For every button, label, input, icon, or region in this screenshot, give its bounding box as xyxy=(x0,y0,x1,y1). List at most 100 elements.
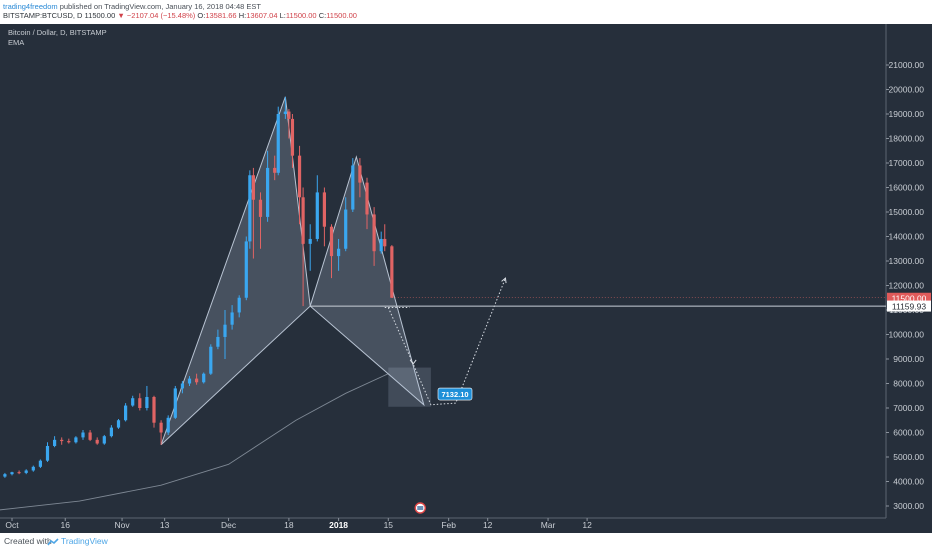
high-value: 13607.04 xyxy=(246,11,278,20)
price-tick-label: 4000.00 xyxy=(893,477,924,487)
candle-body xyxy=(124,405,128,421)
close-label: C: xyxy=(318,11,327,20)
candle-body xyxy=(276,114,280,173)
low-value: 11500.00 xyxy=(285,11,317,20)
published-text: published on TradingView.com, January 16… xyxy=(57,2,261,11)
target-price-label: 7132.10 xyxy=(441,390,468,399)
open-label: O: xyxy=(197,11,206,20)
price-chart[interactable]: 3000.00 4000.00 5000.00 6000.00 7000.00 8000.… xyxy=(0,24,932,533)
candle-body xyxy=(173,388,177,418)
price-tick-label: 14000.00 xyxy=(889,232,925,242)
candle-body xyxy=(60,439,64,442)
candle-body xyxy=(145,396,149,408)
price-axis-panel xyxy=(886,24,932,533)
candle-body xyxy=(315,192,319,239)
price-change: −2107.04 (−15.48%) xyxy=(126,11,196,20)
candle-body xyxy=(45,445,50,461)
candle-body xyxy=(322,192,326,227)
candle-body xyxy=(81,432,85,438)
level-price-badge-label: 11159.93 xyxy=(892,302,926,312)
candle-body xyxy=(109,427,113,437)
close-value: 11500.00 xyxy=(326,11,357,20)
price-tick-label: 15000.00 xyxy=(889,207,925,217)
candle-body xyxy=(209,346,213,374)
price-tick-label: 9000.00 xyxy=(893,354,924,364)
candle-body xyxy=(287,111,291,119)
candle-body xyxy=(31,466,35,471)
projected-path xyxy=(387,277,506,406)
price-tick-label: 20000.00 xyxy=(889,85,925,95)
candle-body xyxy=(237,297,241,313)
tradingview-logo-icon xyxy=(47,538,59,546)
price-tick-label: 5000.00 xyxy=(893,452,924,462)
author-link[interactable]: trading4freedom xyxy=(3,2,58,11)
time-tick-label: 2018 xyxy=(329,520,348,530)
time-tick-label: 12 xyxy=(483,520,493,530)
low-label: L: xyxy=(279,11,286,20)
candle-body xyxy=(283,111,287,114)
price-tick-label: 7000.00 xyxy=(893,403,924,413)
price-tick-label: 16000.00 xyxy=(889,183,925,193)
candle-body xyxy=(223,324,227,337)
price-tick-label: 19000.00 xyxy=(889,109,925,119)
candle-body xyxy=(10,472,14,475)
candle-body xyxy=(308,238,312,244)
candle-body xyxy=(17,472,21,474)
price-change-indicator: ▼ xyxy=(117,11,125,20)
candle-body xyxy=(202,373,206,383)
time-tick-label: Oct xyxy=(5,520,19,530)
ema-line xyxy=(0,373,389,511)
candle-body xyxy=(365,182,369,215)
series-legend: Bitcoin / Dollar, D, BITSTAMP xyxy=(8,28,107,37)
level-price-badge xyxy=(887,300,931,312)
time-tick-label: Nov xyxy=(114,520,130,530)
candle-body xyxy=(38,460,42,467)
price-tick-label: 18000.00 xyxy=(889,134,925,144)
candle-body xyxy=(301,197,305,244)
time-tick-label: 13 xyxy=(160,520,170,530)
candle-body xyxy=(74,437,78,443)
candle-body xyxy=(297,155,302,198)
time-tick-label: 18 xyxy=(284,520,294,530)
candle-body xyxy=(266,167,270,217)
ohlc-bar: BITSTAMP:BTCUSD, D 11500.00 ▼ −2107.04 (… xyxy=(3,11,357,20)
candle-body xyxy=(290,118,295,156)
candle-body xyxy=(195,378,199,383)
candle-body xyxy=(159,422,163,433)
candle-body xyxy=(329,226,334,257)
time-tick-label: 12 xyxy=(582,520,592,530)
candle-body xyxy=(390,246,394,298)
candle-body xyxy=(230,312,234,325)
candle-body xyxy=(152,396,156,423)
last-price: 11500.00 xyxy=(84,11,116,20)
candle-body xyxy=(273,167,277,173)
candle-body xyxy=(248,175,252,242)
time-tick-label: 15 xyxy=(384,520,394,530)
last-price-badge-label: 11500.00 xyxy=(892,293,927,303)
candle-body xyxy=(337,248,341,257)
candle-body xyxy=(3,474,7,477)
ema-legend: EMA xyxy=(8,38,25,47)
candle-body xyxy=(251,175,255,200)
candle-body xyxy=(166,417,170,433)
symbol-label: BITSTAMP:BTCUSD, D xyxy=(3,11,83,20)
tradingview-brand[interactable]: TradingView xyxy=(61,536,108,546)
candle-body xyxy=(95,439,99,444)
price-tick-label: 12000.00 xyxy=(889,281,925,291)
open-value: 13581.66 xyxy=(205,11,237,20)
price-tick-label: 3000.00 xyxy=(893,501,924,511)
candle-body xyxy=(216,336,220,347)
price-tick-label: 10000.00 xyxy=(889,330,925,340)
candle-body xyxy=(116,420,121,428)
time-tick-label: 16 xyxy=(61,520,71,530)
chart-area[interactable]: 3000.00 4000.00 5000.00 6000.00 7000.00 8000.… xyxy=(0,24,932,533)
candle-body xyxy=(244,241,248,298)
target-price-badge xyxy=(437,387,473,401)
candle-body xyxy=(53,439,57,446)
candle-body xyxy=(24,470,28,473)
candle-body xyxy=(379,238,383,252)
last-price-badge xyxy=(887,292,931,304)
time-tick-label: Mar xyxy=(541,520,556,530)
harmonic-bcd-triangle xyxy=(309,155,425,407)
footer: Created with TradingView xyxy=(0,533,932,550)
